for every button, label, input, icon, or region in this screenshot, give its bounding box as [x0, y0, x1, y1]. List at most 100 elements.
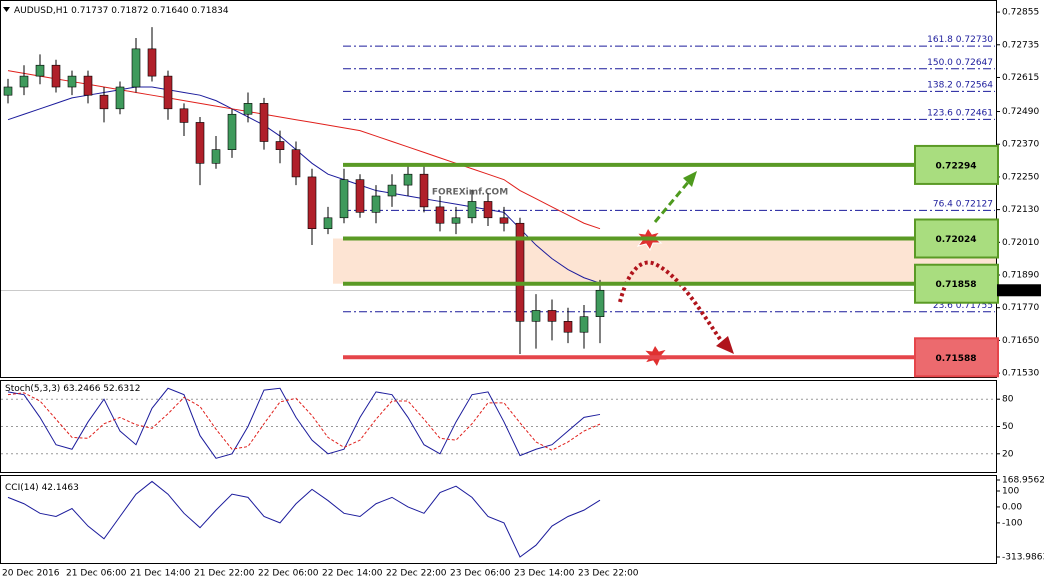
down-arrowhead: [716, 336, 734, 354]
level-box: [914, 263, 999, 304]
candle-body: [387, 184, 397, 197]
fib-label: 76.4 0.72127: [933, 199, 993, 209]
indicator-value: 52.6312: [103, 384, 140, 394]
y-tick-label: 0.72370: [1002, 140, 1039, 150]
watermark: FOREXimf.COM: [432, 188, 508, 198]
level-box: [914, 218, 999, 259]
fib-ratio: 23.6: [933, 300, 953, 310]
y-tick-label: 168.9562: [1002, 476, 1044, 486]
cci-panel-border: [0, 475, 997, 564]
indicator-name: CCI(14): [5, 483, 39, 493]
candle-body: [227, 113, 237, 150]
ohlc-value: 0.71640: [151, 6, 188, 16]
line-series: [7, 392, 601, 451]
y-tick-label: 0.71650: [1002, 336, 1039, 346]
fib-price: 0.72461: [956, 108, 993, 118]
candle-body: [563, 321, 573, 333]
level-label: 0.71588: [936, 354, 977, 364]
line-series: [7, 70, 601, 230]
indicator-value: 63.2466: [63, 384, 100, 394]
fib-price: 0.72564: [956, 80, 993, 90]
candle-body: [195, 122, 205, 164]
y-tick-label: 0.72615: [1002, 73, 1039, 83]
candle-body: [243, 103, 253, 115]
up-arrowhead: [683, 171, 697, 187]
candle-body: [83, 75, 93, 96]
y-tick-label: 0.72130: [1002, 205, 1039, 215]
x-tick-label: 20 Dec 2016: [2, 569, 60, 579]
fib-label: 150.0 0.72647: [927, 57, 993, 67]
y-tick-label: 0.71890: [1002, 271, 1039, 281]
fib-label: 23.6 0.71755: [933, 300, 993, 310]
chart-header: AUDUSD,H1 0.71737 0.71872 0.71640 0.7183…: [14, 6, 229, 16]
y-tick-label: 0.71770: [1002, 303, 1039, 313]
main-panel-border: [0, 0, 997, 378]
candle-body: [419, 173, 429, 208]
x-tick-label: 21 Dec 06:00: [66, 569, 127, 579]
x-tick-label: 21 Dec 14:00: [130, 569, 191, 579]
indicator-value: 42.1463: [42, 483, 79, 493]
candle-body: [307, 176, 317, 229]
ohlc-value: 0.71872: [111, 6, 148, 16]
candle-body: [131, 48, 141, 88]
candle-body: [51, 64, 61, 88]
header-triangle: [3, 7, 10, 12]
candle-body: [371, 195, 381, 213]
candle-body: [259, 103, 269, 142]
candle-body: [99, 94, 109, 110]
y-tick-label: 0.72855: [1002, 8, 1039, 18]
candle-body: [595, 289, 605, 317]
fib-price: 0.72647: [956, 57, 993, 67]
candle-body: [355, 179, 365, 213]
candle-body: [483, 201, 493, 219]
panel-title: CCI(14) 42.1463: [5, 483, 79, 493]
zone: [333, 238, 996, 284]
fib-ratio: 123.6: [927, 108, 953, 118]
candle-body: [179, 108, 189, 123]
fib-ratio: 76.4: [933, 199, 953, 209]
candle-body: [323, 217, 333, 229]
x-tick-label: 23 Dec 06:00: [450, 569, 511, 579]
x-tick-label: 23 Dec 14:00: [514, 569, 575, 579]
line-series: [7, 86, 601, 284]
candle-body: [275, 141, 285, 150]
price-tag: [997, 284, 1041, 297]
ohlc-value: 0.71737: [71, 6, 108, 16]
panel-title: Stoch(5,3,3) 63.2466 52.6312: [5, 384, 141, 394]
candle-body: [515, 222, 525, 322]
fib-price: 0.71755: [956, 300, 993, 310]
fib-label: 138.2 0.72564: [927, 80, 993, 90]
symbol: AUDUSD,H1: [14, 6, 68, 16]
fib-ratio: 138.2: [927, 80, 953, 90]
candle-body: [339, 179, 349, 219]
candle-body: [3, 86, 13, 96]
line-series: [7, 387, 601, 459]
indicator-name: Stoch(5,3,3): [5, 384, 60, 394]
y-tick-label: 100: [1002, 486, 1019, 496]
y-tick-label: 0.72250: [1002, 172, 1039, 182]
candle-body: [531, 310, 541, 322]
fib-label: 123.6 0.72461: [927, 108, 993, 118]
candle-body: [579, 316, 589, 333]
x-tick-label: 23 Dec 22:00: [578, 569, 639, 579]
y-tick-label: 50: [1002, 422, 1014, 432]
level-label: 0.72294: [936, 161, 977, 171]
candle-body: [147, 48, 157, 77]
price-tag-label: 0.71834: [999, 286, 1036, 296]
candle-body: [403, 173, 413, 186]
y-tick-label: 0.72735: [1002, 40, 1039, 50]
candle-body: [115, 86, 125, 110]
y-tick-label: 0.00: [1002, 502, 1022, 512]
y-tick-label: 20: [1002, 449, 1014, 459]
level-box: [914, 337, 999, 378]
y-tick-label: 0.72010: [1002, 238, 1039, 248]
candle-body: [163, 75, 173, 110]
y-tick-label: -100: [1002, 518, 1023, 528]
level-label: 0.72024: [936, 235, 977, 245]
fib-ratio: 150.0: [927, 57, 953, 67]
line-series: [7, 480, 601, 558]
x-tick-label: 22 Dec 14:00: [322, 569, 383, 579]
candle-body: [35, 64, 45, 77]
level-label: 0.71858: [936, 280, 977, 290]
fib-price: 0.72730: [956, 35, 993, 45]
